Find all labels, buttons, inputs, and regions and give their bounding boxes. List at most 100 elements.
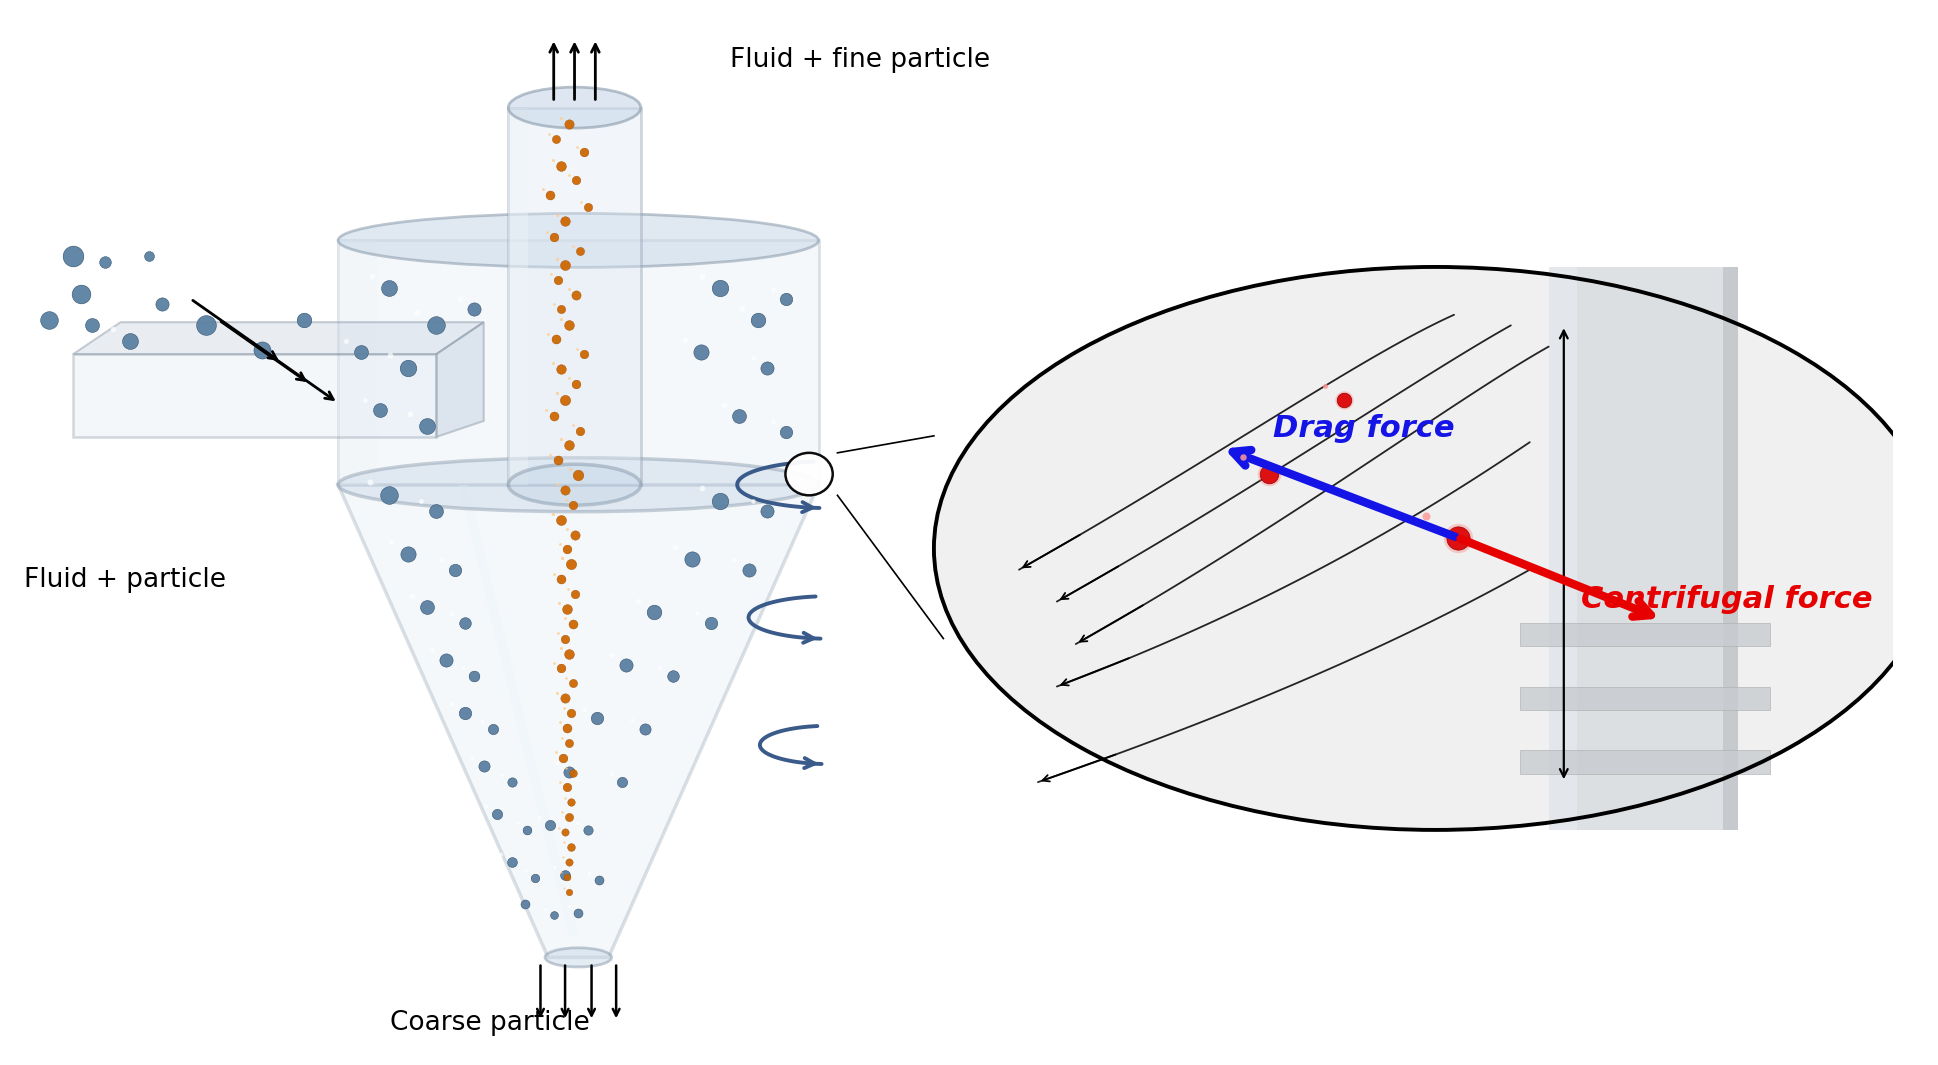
Point (562, 466, 593, 484)
Point (583, 871, 614, 888)
Point (541, 330, 572, 347)
Point (742, 312, 773, 329)
Point (421, 503, 452, 520)
Point (35, 232, 66, 249)
Point (554, 280, 585, 297)
Point (547, 864, 578, 881)
Point (554, 460, 585, 477)
Point (122, 241, 153, 258)
Point (554, 808, 585, 825)
Point (556, 556, 587, 573)
Point (568, 144, 599, 161)
Polygon shape (74, 323, 484, 354)
Point (539, 229, 570, 246)
Point (550, 491, 581, 508)
Point (469, 757, 500, 774)
Polygon shape (436, 323, 484, 437)
Text: Coarse particle: Coarse particle (390, 1011, 589, 1036)
Point (550, 610, 581, 627)
Point (510, 863, 541, 880)
Point (539, 566, 570, 583)
Point (510, 896, 541, 913)
Point (705, 492, 736, 509)
Point (581, 710, 612, 727)
Bar (337, 241, 376, 485)
Point (1254, 465, 1285, 482)
Point (539, 858, 570, 875)
Point (550, 630, 581, 648)
Bar (74, 354, 436, 437)
Point (752, 359, 783, 376)
Point (657, 668, 688, 685)
Point (548, 789, 579, 806)
Point (545, 536, 576, 553)
Bar (508, 108, 529, 485)
Point (512, 821, 543, 838)
Point (566, 194, 597, 211)
Point (568, 144, 599, 161)
Point (554, 317, 585, 334)
Point (147, 296, 178, 313)
Point (550, 213, 581, 230)
Point (554, 853, 585, 870)
Point (450, 615, 481, 632)
Point (1411, 508, 1442, 525)
Point (547, 804, 578, 821)
Bar (1723, 267, 1738, 830)
Point (477, 721, 508, 738)
Point (134, 248, 165, 265)
Point (539, 906, 570, 923)
Point (190, 317, 221, 334)
Point (455, 749, 486, 766)
Point (630, 721, 661, 738)
Point (564, 422, 595, 439)
Point (541, 330, 572, 347)
Point (411, 417, 442, 435)
Point (558, 416, 589, 433)
Point (550, 866, 581, 883)
Point (554, 115, 585, 132)
Point (539, 355, 570, 372)
Point (450, 615, 481, 632)
Point (529, 900, 560, 917)
Point (556, 705, 587, 722)
Point (459, 668, 490, 685)
Point (556, 675, 587, 692)
Point (562, 904, 593, 921)
Point (523, 808, 554, 825)
Point (723, 407, 754, 424)
Point (556, 616, 587, 633)
Point (552, 720, 583, 737)
Point (1329, 391, 1360, 408)
Point (733, 561, 764, 578)
Point (574, 865, 605, 882)
Point (705, 492, 736, 509)
Point (771, 291, 802, 308)
Point (374, 487, 405, 504)
Point (329, 332, 360, 349)
Point (616, 711, 647, 728)
Point (581, 710, 612, 727)
Point (758, 413, 789, 430)
Point (558, 586, 589, 603)
Point (374, 347, 405, 364)
Point (547, 660, 578, 677)
Point (169, 301, 200, 318)
Point (550, 481, 581, 498)
Ellipse shape (785, 453, 833, 495)
Point (554, 763, 585, 780)
Point (421, 317, 452, 334)
Ellipse shape (508, 87, 641, 128)
Ellipse shape (508, 464, 641, 505)
Point (548, 749, 579, 766)
Point (547, 301, 578, 318)
Point (440, 561, 471, 578)
Point (349, 391, 380, 408)
Point (393, 545, 424, 562)
Point (554, 115, 585, 132)
Point (556, 556, 587, 573)
Point (547, 550, 578, 567)
Point (554, 645, 585, 662)
Point (531, 224, 562, 241)
Point (14, 298, 45, 315)
